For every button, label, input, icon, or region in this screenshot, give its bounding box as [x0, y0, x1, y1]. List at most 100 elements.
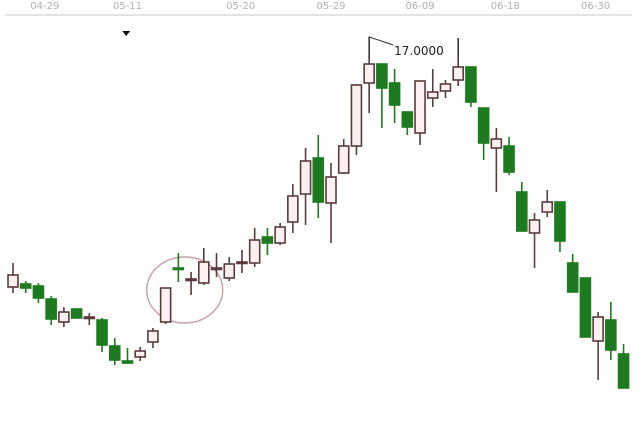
- candle: [83, 313, 96, 325]
- highlight-ellipse: [145, 256, 224, 324]
- candle: [401, 111, 414, 135]
- candle: [350, 84, 363, 155]
- max-value-label: 17.0000: [394, 44, 444, 58]
- candle-body: [541, 201, 554, 213]
- candle-body: [388, 82, 401, 106]
- candle: [388, 69, 401, 123]
- candle-body: [223, 263, 236, 279]
- candle: [528, 213, 541, 268]
- candle-body: [32, 285, 45, 299]
- candle-body: [45, 298, 57, 320]
- candle-body: [477, 107, 490, 144]
- candle: [32, 283, 45, 303]
- candle: [261, 228, 274, 255]
- candle-body: [261, 236, 274, 244]
- candle: [605, 302, 617, 360]
- candle-body: [287, 195, 299, 223]
- candle-body: [490, 138, 503, 149]
- candle: [236, 250, 248, 273]
- candle: [465, 66, 477, 107]
- candle: [541, 190, 554, 217]
- candle: [70, 308, 83, 319]
- candle: [159, 287, 172, 324]
- candle: [299, 148, 312, 225]
- candle: [592, 312, 604, 380]
- candle: [147, 328, 159, 348]
- candle-body: [414, 80, 426, 134]
- candle-body: [376, 63, 388, 89]
- candle-body: [554, 201, 566, 242]
- candle-body: [312, 157, 325, 203]
- x-tick-label: 04-29: [30, 1, 59, 12]
- candle: [287, 184, 299, 233]
- candle: [312, 135, 325, 218]
- x-tick-label: 05-20: [226, 1, 255, 12]
- candle: [426, 69, 439, 107]
- candle-body: [121, 360, 134, 364]
- candle: [198, 248, 210, 285]
- candle: [223, 257, 236, 281]
- candle-body: [299, 160, 312, 195]
- candle-body: [515, 191, 528, 232]
- candle-body: [401, 111, 414, 128]
- candle-body: [159, 287, 172, 323]
- max-bracket-left: [368, 36, 394, 59]
- x-tick-label: 06-09: [406, 1, 435, 12]
- candle-body: [452, 66, 465, 81]
- candle-body: [248, 239, 261, 264]
- candle-body: [185, 278, 197, 282]
- candle-body: [147, 330, 159, 343]
- candle: [185, 272, 197, 295]
- candle: [490, 128, 503, 192]
- candle: [617, 344, 630, 389]
- candle-body: [592, 316, 604, 342]
- candle: [566, 254, 579, 293]
- candle: [210, 253, 223, 277]
- candle-body: [108, 345, 121, 361]
- candle-body: [503, 145, 515, 173]
- candle: [96, 318, 108, 352]
- candle: [439, 80, 452, 98]
- x-tick-label: 05-11: [113, 1, 142, 12]
- candle-body: [7, 274, 19, 288]
- candle: [477, 107, 490, 160]
- candle-body: [528, 219, 541, 234]
- candle-body: [579, 277, 592, 338]
- candle-body: [96, 319, 108, 346]
- candle-body: [58, 311, 70, 323]
- candle: [337, 139, 350, 174]
- candle-body: [325, 176, 337, 204]
- candle: [172, 253, 185, 282]
- candle-body: [236, 261, 248, 265]
- candle: [274, 223, 286, 245]
- candle: [7, 263, 19, 293]
- candle: [58, 307, 70, 327]
- candle-body: [465, 66, 477, 103]
- candle: [579, 277, 592, 338]
- candle: [19, 281, 32, 293]
- candle-body: [439, 83, 452, 92]
- triangle-down-icon: [122, 31, 131, 36]
- candle: [325, 163, 337, 243]
- candle-body: [566, 262, 579, 293]
- candle-body: [426, 91, 439, 99]
- candle-body: [19, 283, 32, 289]
- candle: [376, 63, 388, 128]
- candle-body: [274, 226, 286, 244]
- candle: [45, 296, 57, 325]
- candle: [108, 338, 121, 365]
- candle-body: [363, 63, 375, 84]
- candle: [414, 80, 426, 145]
- candle: [134, 347, 146, 361]
- candle-body: [210, 267, 223, 271]
- candle-body: [83, 316, 96, 320]
- candle: [248, 228, 261, 267]
- candle-body: [134, 350, 146, 358]
- x-tick-label: 06-30: [581, 1, 610, 12]
- candle: [121, 348, 134, 364]
- candle-body: [337, 145, 350, 174]
- candle-body: [70, 308, 83, 319]
- candle: [515, 182, 528, 232]
- candle-body: [350, 84, 363, 147]
